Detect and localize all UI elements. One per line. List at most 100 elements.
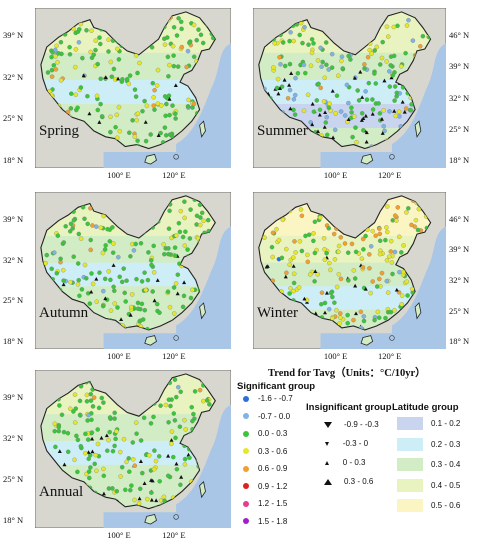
significant-station-marker [89, 417, 94, 423]
significant-station-marker [166, 397, 172, 402]
insignificant-station-marker [316, 129, 321, 134]
significant-station-marker [299, 213, 305, 219]
significant-station-marker [344, 82, 350, 88]
significant-station-marker [148, 421, 154, 426]
significant-station-marker [184, 64, 189, 70]
legend-label: -1.6 - -0.7 [258, 394, 293, 403]
significant-station-marker [80, 55, 85, 61]
significant-station-marker [137, 318, 143, 323]
map-panel-autumn [35, 192, 231, 349]
legend-label: 0.2 - 0.3 [431, 439, 461, 449]
sea-area-south [320, 152, 446, 168]
significant-station-marker [176, 384, 181, 390]
significant-station-marker [262, 235, 267, 240]
longitude-tick-label: 100° E [323, 351, 348, 361]
insignificant-station-marker [282, 77, 287, 82]
significant-station-marker [182, 243, 188, 248]
significant-station-marker [382, 128, 387, 134]
significant-station-marker [325, 132, 330, 138]
significant-station-marker [284, 270, 289, 276]
significant-station-marker [75, 105, 80, 110]
significant-station-marker [396, 109, 402, 114]
significant-station-marker [126, 81, 132, 87]
legend-label: 1.2 - 1.5 [258, 499, 288, 508]
significant-station-marker [83, 450, 88, 456]
insignificant-station-marker [392, 109, 397, 113]
significant-legend-item: 1.2 - 1.5 [243, 499, 287, 508]
legend-dot [243, 518, 249, 524]
significant-legend-item: -1.6 - -0.7 [243, 394, 293, 403]
significant-station-marker [73, 406, 79, 411]
significant-station-marker [150, 80, 156, 86]
significant-station-marker [339, 58, 344, 64]
significant-legend-item: 0.3 - 0.6 [243, 447, 287, 456]
significant-station-marker [323, 120, 329, 125]
legend-label: -0.9 - -0.3 [344, 420, 379, 429]
significant-station-marker [174, 233, 179, 238]
insignificant-station-marker [310, 122, 315, 127]
significant-station-marker [399, 302, 405, 307]
significant-station-marker [168, 403, 173, 409]
significant-station-marker [114, 488, 120, 494]
significant-station-marker [121, 266, 126, 271]
insignificant-station-marker [57, 449, 62, 453]
significant-station-marker [388, 54, 394, 59]
insignificant-station-marker [394, 287, 399, 292]
significant-station-marker [114, 112, 120, 118]
significant-station-marker [89, 430, 95, 435]
significant-station-marker [110, 448, 116, 454]
hainan-island [144, 335, 157, 346]
significant-station-marker [68, 279, 73, 285]
significant-station-marker [301, 62, 307, 68]
significant-station-marker [61, 429, 67, 435]
significant-station-marker [145, 496, 150, 502]
significant-station-marker [362, 66, 367, 71]
significant-station-marker [277, 55, 282, 60]
significant-station-marker [342, 113, 348, 118]
legend-label: 0.5 - 0.6 [431, 501, 461, 510]
significant-station-marker [178, 19, 184, 25]
significant-station-marker [350, 134, 355, 140]
significant-station-marker [171, 285, 177, 290]
hainan-island [144, 514, 157, 525]
significant-station-marker [75, 469, 80, 475]
significant-station-marker [94, 224, 99, 229]
significant-station-marker [381, 108, 386, 113]
significant-station-marker [346, 53, 351, 59]
significant-station-marker [113, 124, 118, 130]
significant-station-marker [205, 217, 211, 223]
significant-station-marker [204, 398, 210, 403]
significant-station-marker [72, 457, 77, 463]
significant-station-marker [319, 64, 324, 69]
significant-station-marker [43, 260, 48, 266]
significant-station-marker [292, 112, 298, 117]
significant-station-marker [151, 270, 157, 275]
legend-swatch [397, 499, 423, 512]
significant-station-marker [361, 314, 367, 319]
insignificant-station-marker [353, 283, 358, 288]
significant-station-marker [386, 254, 392, 259]
significant-station-marker [108, 59, 114, 65]
significant-station-marker [377, 231, 383, 237]
significant-station-marker [390, 73, 396, 78]
map-panel-winter [253, 192, 446, 349]
significant-station-marker [297, 239, 303, 244]
significant-station-marker [130, 440, 136, 445]
significant-station-marker [152, 87, 157, 93]
legend-label: 0.1 - 0.2 [431, 419, 461, 428]
significant-station-marker [364, 97, 370, 102]
significant-station-marker [71, 254, 76, 259]
significant-station-marker [178, 389, 183, 395]
significant-station-marker [309, 50, 315, 56]
longitude-tick-label: 100° E [107, 351, 131, 361]
significant-station-marker [334, 307, 339, 313]
legend-dot [243, 430, 249, 437]
insignificant-station-marker [61, 282, 66, 287]
significant-station-marker [135, 138, 140, 143]
insignificant-station-marker [128, 313, 133, 317]
significant-station-marker [77, 293, 82, 299]
significant-station-marker [276, 237, 282, 243]
significant-station-marker [91, 395, 97, 400]
significant-station-marker [106, 37, 111, 42]
significant-station-marker [397, 269, 402, 275]
